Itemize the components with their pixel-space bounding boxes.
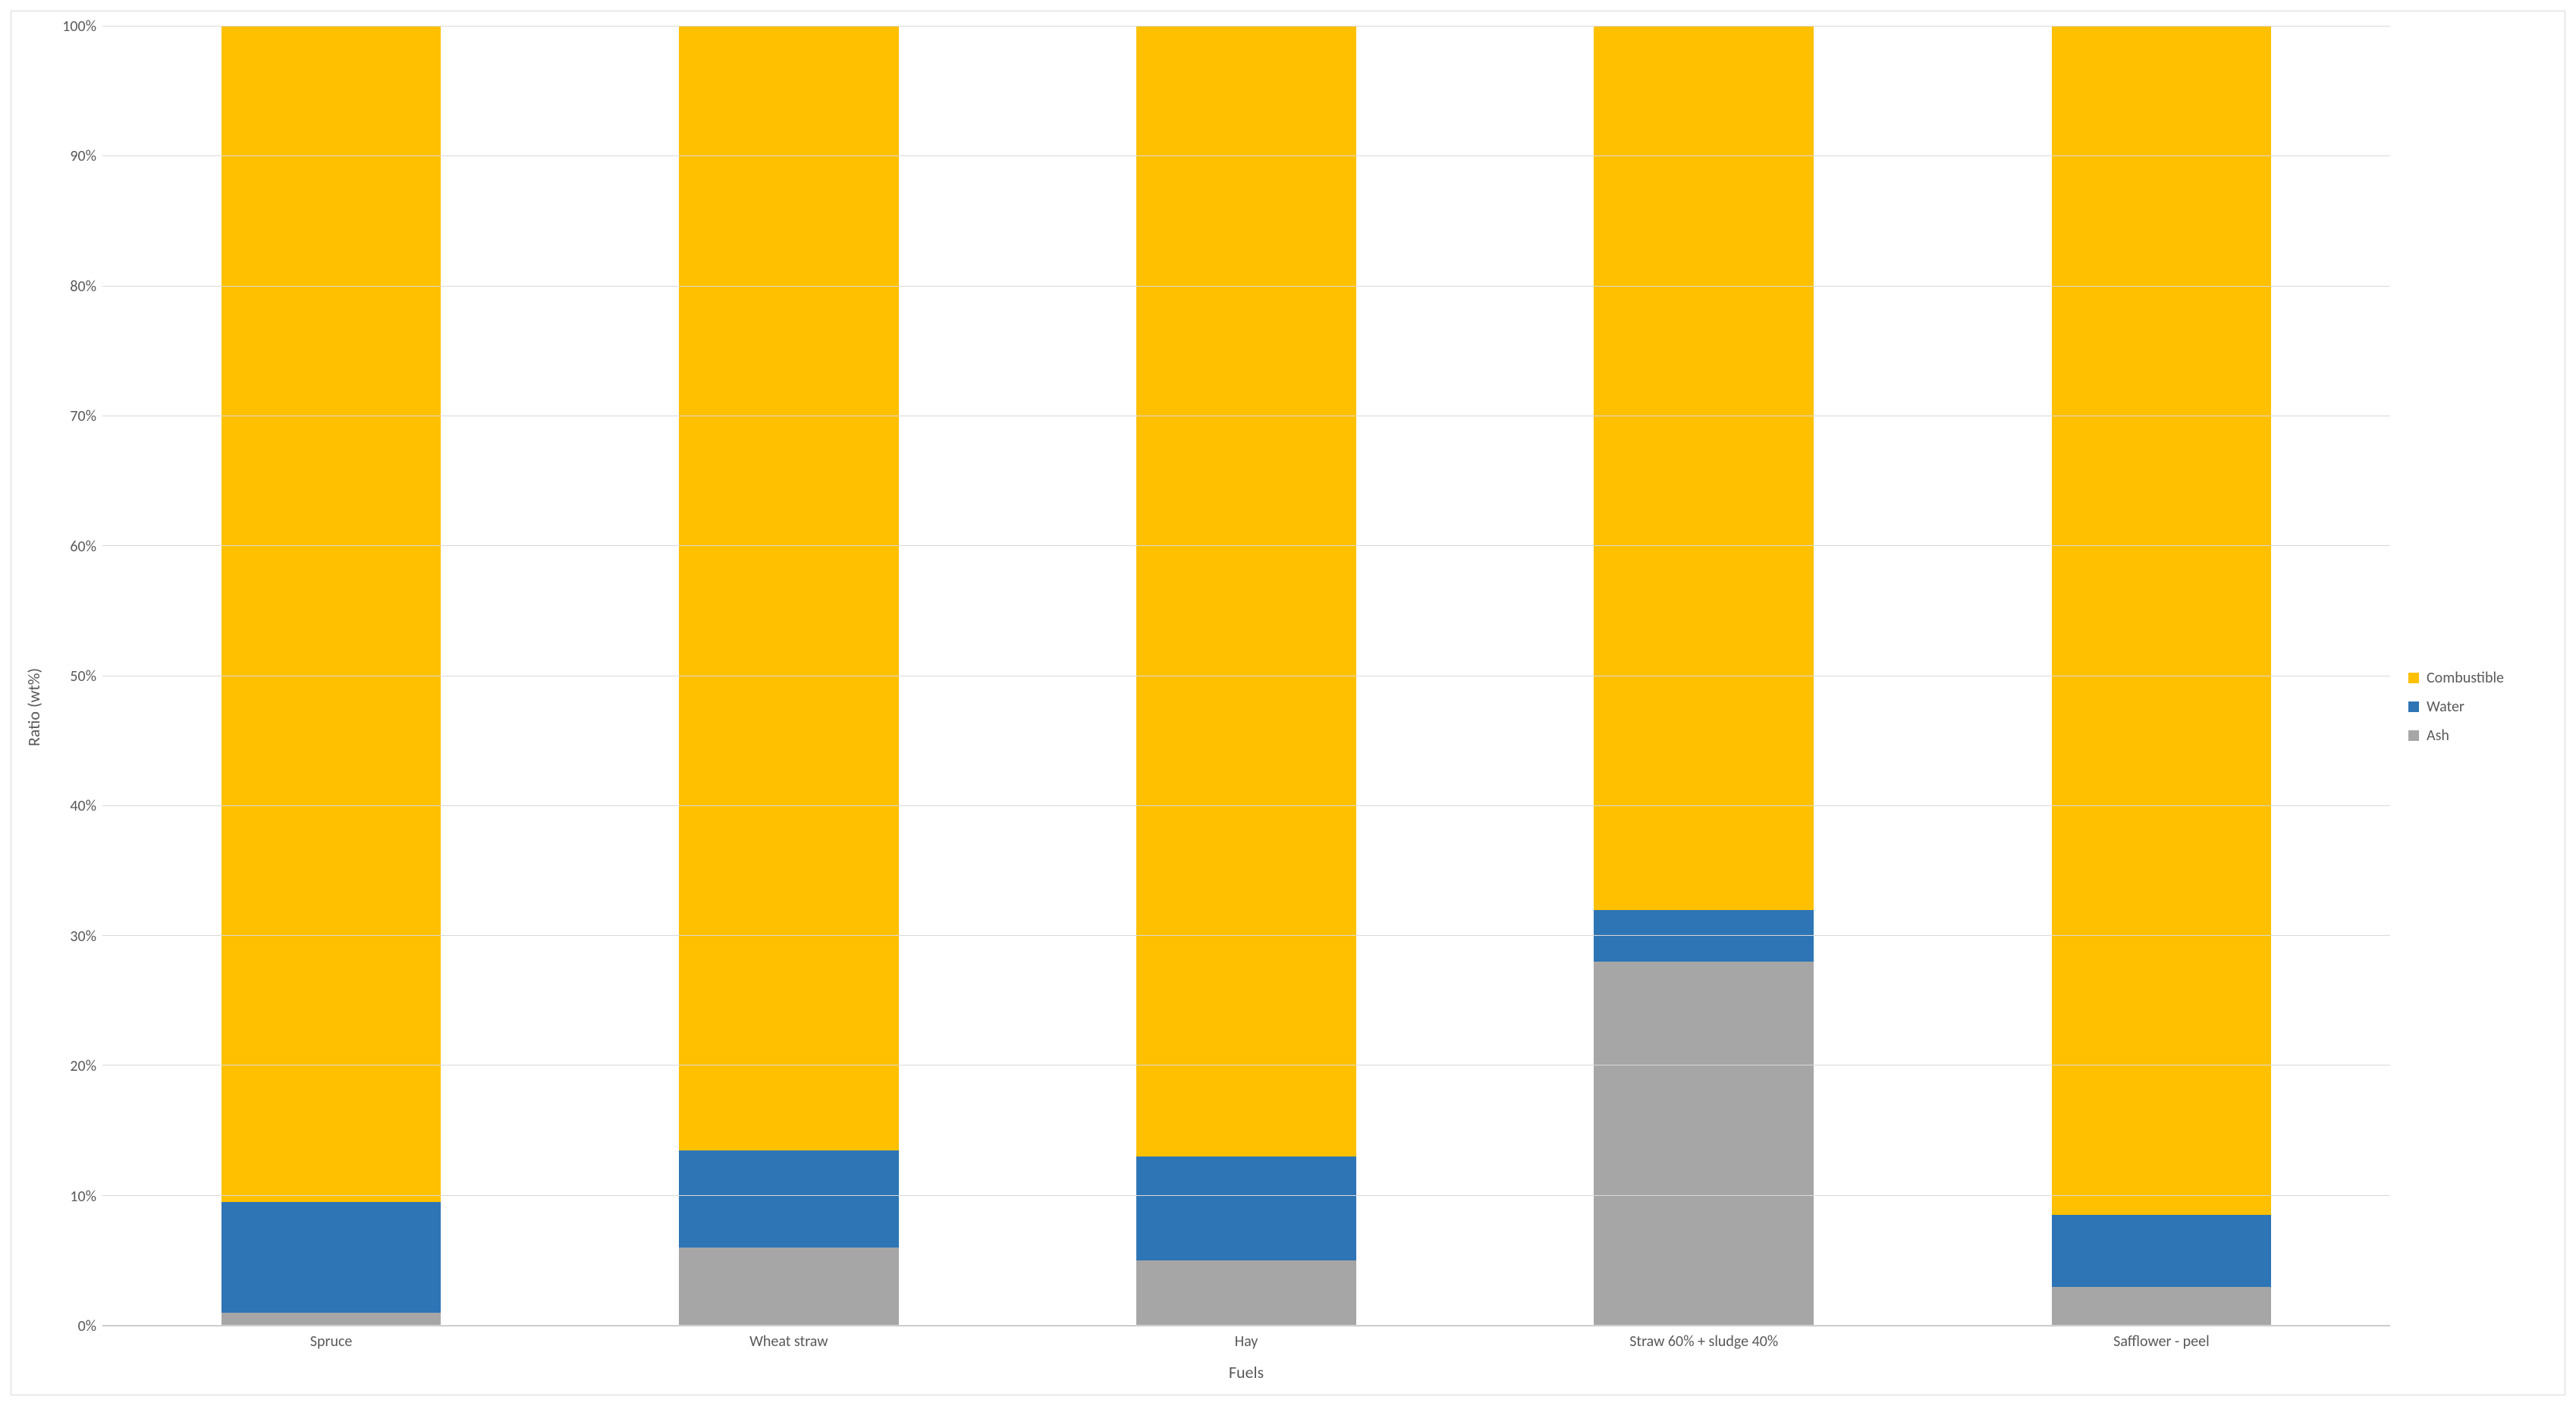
plot-row: 0%10%20%30%40%50%60%70%80%90%100% [49, 27, 2390, 1326]
legend-swatch [2408, 673, 2419, 683]
bar-segment-water [679, 1150, 899, 1248]
legend-swatch [2408, 730, 2419, 741]
gridline [102, 805, 2390, 806]
bar-segment-combustible [1594, 27, 1814, 910]
bar-segment-combustible [2052, 27, 2272, 1215]
x-tick-label: Wheat straw [560, 1326, 1017, 1357]
legend-swatch [2408, 701, 2419, 712]
legend-item-combustible: Combustible [2408, 669, 2549, 687]
bar-segment-combustible [679, 27, 899, 1150]
legend-item-ash: Ash [2408, 727, 2549, 745]
stacked-bar [221, 27, 441, 1326]
x-tick-label: Hay [1017, 1326, 1475, 1357]
legend-item-water: Water [2408, 698, 2549, 716]
y-axis-label-wrap: Ratio (wt%) [19, 27, 49, 1387]
bars-layer [102, 27, 2390, 1326]
bar-slot [1475, 27, 1933, 1326]
plot-column: 0%10%20%30%40%50%60%70%80%90%100% Spruce… [49, 27, 2390, 1387]
bar-segment-ash [1136, 1260, 1356, 1326]
bar-segment-water [1594, 910, 1814, 962]
gridline [102, 155, 2390, 156]
legend: Combustible Water Ash [2390, 27, 2549, 1387]
bar-slot [560, 27, 1017, 1326]
stacked-bar [2052, 27, 2272, 1326]
bar-segment-ash [221, 1313, 441, 1326]
stacked-bar [679, 27, 899, 1326]
chart-frame: Ratio (wt%) 0% 10% 20% 30% 40% 50% 60% 70% 80% 90… [11, 11, 2565, 1395]
y-tick-label: 0% [78, 1317, 96, 1335]
bar-segment-water [2052, 1215, 2272, 1286]
x-axis-ticks: SpruceWheat strawHayStraw 60% + sludge 4… [102, 1326, 2390, 1357]
stacked-bar [1136, 27, 1356, 1326]
legend-label: Water [2427, 698, 2464, 716]
y-tick-label: 70% [70, 407, 96, 425]
bar-segment-combustible [1136, 27, 1356, 1156]
gridline [102, 1325, 2390, 1326]
gridline [102, 935, 2390, 936]
bar-segment-ash [2052, 1287, 2272, 1326]
gridline [102, 26, 2390, 27]
bar-slot [1933, 27, 2390, 1326]
y-tick-label: 40% [70, 797, 96, 815]
y-tick-label: 100% [62, 17, 96, 36]
bar-slot [1017, 27, 1475, 1326]
plot-area [102, 27, 2390, 1326]
bar-segment-ash [679, 1248, 899, 1326]
bar-slot [102, 27, 560, 1326]
bar-segment-water [221, 1202, 441, 1313]
y-axis-ticks: 0%10%20%30%40%50%60%70%80%90%100% [49, 27, 102, 1326]
x-tick-label: Safflower - peel [1933, 1326, 2390, 1357]
bar-segment-water [1136, 1156, 1356, 1260]
x-axis-label: Fuels [102, 1362, 2390, 1382]
legend-label: Combustible [2427, 669, 2504, 687]
y-tick-label: 90% [70, 147, 96, 165]
gridline [102, 286, 2390, 287]
y-tick-label: 60% [70, 538, 96, 556]
x-tick-label: Straw 60% + sludge 40% [1475, 1326, 1933, 1357]
y-axis-label: Ratio (wt%) [24, 667, 45, 745]
bar-segment-ash [1594, 962, 1814, 1326]
bar-segment-combustible [221, 27, 441, 1202]
legend-label: Ash [2427, 727, 2449, 745]
gridline [102, 545, 2390, 546]
y-tick-label: 20% [70, 1057, 96, 1075]
gridline [102, 1195, 2390, 1196]
x-axis-label-row: Fuels [49, 1357, 2390, 1387]
y-tick-label: 50% [70, 667, 96, 686]
chart-container: Ratio (wt%) 0% 10% 20% 30% 40% 50% 60% 70% 80% 90… [0, 0, 2576, 1406]
x-tick-label: Spruce [102, 1326, 560, 1357]
y-tick-label: 80% [70, 278, 96, 296]
y-tick-label: 30% [70, 927, 96, 946]
y-tick-label: 10% [70, 1188, 96, 1206]
stacked-bar [1594, 27, 1814, 1326]
x-axis-row: SpruceWheat strawHayStraw 60% + sludge 4… [49, 1326, 2390, 1357]
